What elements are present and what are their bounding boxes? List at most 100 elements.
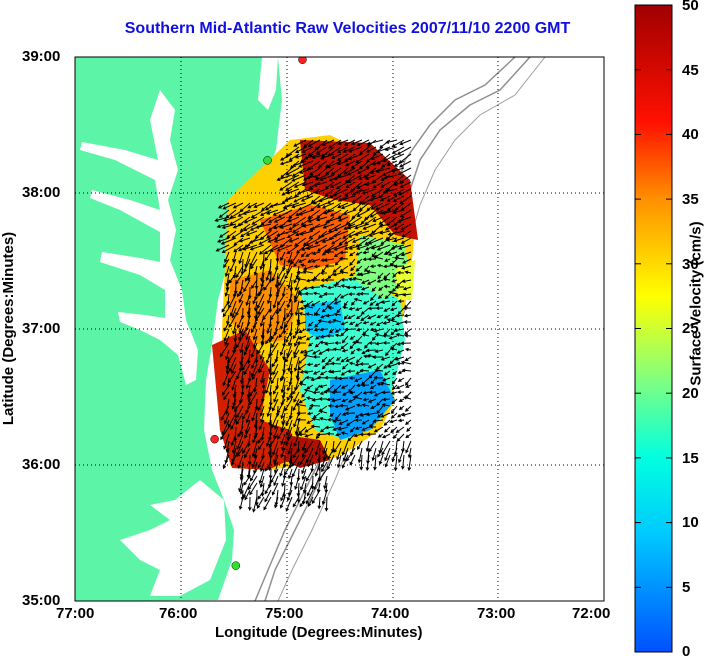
velocity-arrow — [342, 447, 349, 462]
velocity-arrow — [382, 153, 398, 162]
velocity-arrow — [383, 363, 391, 369]
velocity-arrow — [310, 424, 321, 429]
velocity-arrow — [368, 370, 377, 379]
velocity-arrow — [315, 216, 328, 222]
velocity-arrow — [325, 347, 335, 352]
velocity-arrow — [294, 153, 307, 159]
velocity-arrow — [340, 277, 349, 282]
velocity-arrow — [383, 174, 398, 180]
velocity-arrow — [289, 160, 300, 169]
velocity-arrow — [249, 244, 265, 251]
velocity-arrow — [322, 440, 328, 455]
velocity-arrow — [334, 341, 342, 345]
velocity-arrow — [248, 237, 265, 244]
velocity-arrow — [380, 356, 391, 361]
velocity-arrow — [222, 370, 230, 387]
velocity-arrow — [317, 319, 328, 323]
velocity-arrow — [235, 265, 244, 279]
velocity-arrow — [246, 265, 251, 282]
velocity-arrow — [374, 368, 384, 373]
velocity-arrow — [299, 230, 314, 236]
velocity-arrow — [402, 286, 412, 291]
velocity-arrow — [299, 299, 307, 304]
velocity-arrow — [237, 286, 244, 298]
velocity-arrow — [359, 454, 364, 471]
velocity-arrow — [354, 412, 363, 419]
velocity-arrow — [397, 377, 405, 382]
velocity-arrow — [295, 402, 307, 407]
velocity-arrow — [393, 454, 398, 472]
velocity-arrow — [396, 216, 412, 223]
velocity-arrow — [361, 403, 370, 407]
velocity-arrow — [271, 356, 279, 368]
velocity-arrow — [395, 332, 405, 337]
velocity-arrow — [335, 432, 342, 437]
velocity-arrow — [379, 230, 391, 235]
velocity-arrow — [221, 244, 237, 254]
velocity-arrow — [313, 363, 321, 368]
velocity-arrow — [381, 390, 391, 395]
velocity-arrow — [319, 370, 328, 376]
velocity-arrow — [241, 356, 251, 371]
velocity-arrow — [250, 279, 258, 289]
velocity-arrow — [350, 300, 356, 306]
velocity-arrow — [236, 405, 244, 419]
velocity-arrow — [311, 251, 321, 256]
velocity-arrow — [277, 426, 286, 440]
velocity-arrow — [292, 328, 300, 340]
velocity-arrow — [383, 426, 391, 433]
velocity-arrow — [265, 433, 272, 448]
velocity-arrow — [384, 293, 391, 300]
velocity-arrow — [287, 356, 293, 372]
velocity-arrow — [253, 265, 258, 276]
radar-station-marker — [298, 57, 307, 64]
velocity-arrow — [342, 146, 356, 153]
velocity-arrow — [250, 363, 258, 378]
velocity-arrow — [348, 321, 356, 326]
velocity-arrow — [270, 370, 279, 385]
velocity-arrow — [277, 209, 293, 218]
velocity-arrow — [341, 335, 349, 344]
velocity-arrow — [287, 468, 293, 480]
velocity-arrow — [359, 291, 370, 296]
velocity-arrow — [368, 230, 384, 237]
velocity-arrow — [307, 209, 321, 219]
velocity-arrow — [238, 237, 251, 243]
velocity-arrow — [373, 391, 384, 397]
velocity-arrow — [285, 433, 293, 446]
velocity-arrow — [350, 160, 363, 169]
velocity-arrow — [392, 188, 405, 196]
velocity-arrow — [341, 363, 349, 370]
velocity-arrow — [325, 167, 335, 176]
velocity-arrow — [305, 468, 314, 482]
velocity-arrow — [399, 139, 412, 146]
velocity-arrow — [391, 139, 405, 148]
velocity-arrow — [304, 433, 314, 438]
velocity-arrow — [296, 489, 301, 504]
velocity-arrow — [401, 368, 412, 373]
velocity-arrow — [340, 321, 349, 326]
velocity-arrow — [285, 181, 300, 191]
velocity-arrow — [249, 482, 258, 496]
velocity-arrow — [359, 146, 370, 155]
velocity-arrow — [259, 405, 265, 417]
velocity-arrow — [293, 349, 300, 359]
velocity-arrow — [400, 223, 412, 231]
velocity-arrow — [404, 405, 412, 412]
velocity-arrow — [384, 146, 398, 152]
velocity-arrow — [303, 353, 314, 358]
velocity-arrow — [396, 146, 412, 155]
velocity-arrow — [347, 433, 356, 442]
colorbar-label: Surface Velocity (cm/s) — [687, 221, 705, 386]
velocity-arrow — [360, 307, 370, 315]
velocity-arrow — [306, 362, 314, 367]
velocity-arrow — [236, 433, 244, 450]
velocity-arrow — [349, 390, 356, 395]
velocity-arrow — [337, 195, 349, 202]
velocity-arrow — [324, 278, 335, 282]
velocity-arrow — [242, 244, 258, 251]
velocity-arrow — [219, 342, 230, 358]
velocity-arrow — [344, 237, 356, 245]
velocity-arrow — [231, 398, 237, 410]
velocity-arrow — [324, 264, 335, 268]
